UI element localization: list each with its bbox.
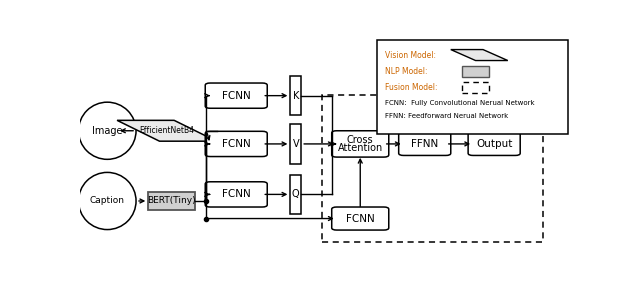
Text: V: V <box>292 139 299 149</box>
Polygon shape <box>451 50 508 60</box>
Text: FFNN: FFNN <box>411 139 438 149</box>
Text: Vision Model:: Vision Model: <box>385 50 436 60</box>
Text: FCNN:  Fully Convolutional Nerual Network: FCNN: Fully Convolutional Nerual Network <box>385 100 534 106</box>
Text: BERT(Tiny): BERT(Tiny) <box>147 196 196 205</box>
Text: NLP Model:: NLP Model: <box>385 67 428 76</box>
Polygon shape <box>117 120 216 141</box>
FancyBboxPatch shape <box>462 82 489 93</box>
Text: Fusion Model:: Fusion Model: <box>385 84 438 92</box>
Text: EfficientNetB4: EfficientNetB4 <box>140 126 195 135</box>
Text: Caption: Caption <box>90 196 125 205</box>
FancyBboxPatch shape <box>399 133 451 155</box>
Text: Q: Q <box>292 190 300 199</box>
FancyBboxPatch shape <box>291 76 301 115</box>
FancyBboxPatch shape <box>468 133 520 155</box>
Text: FCNN: FCNN <box>222 91 251 101</box>
Text: Output: Output <box>476 139 513 149</box>
Text: FCNN: FCNN <box>222 190 251 199</box>
Text: FCNN: FCNN <box>222 139 251 149</box>
Text: Attention: Attention <box>338 143 383 153</box>
FancyBboxPatch shape <box>205 83 268 108</box>
Text: Cross: Cross <box>347 135 374 145</box>
FancyBboxPatch shape <box>148 192 195 210</box>
FancyBboxPatch shape <box>332 131 388 157</box>
Text: K: K <box>292 91 299 101</box>
FancyBboxPatch shape <box>205 182 268 207</box>
Text: Image: Image <box>92 126 122 136</box>
FancyBboxPatch shape <box>205 131 268 156</box>
Text: FCNN: FCNN <box>346 213 374 223</box>
FancyBboxPatch shape <box>462 66 489 77</box>
Text: FFNN: Feedforward Nerual Network: FFNN: Feedforward Nerual Network <box>385 113 508 119</box>
FancyBboxPatch shape <box>291 175 301 214</box>
FancyBboxPatch shape <box>291 124 301 164</box>
FancyBboxPatch shape <box>332 207 388 230</box>
FancyBboxPatch shape <box>376 40 568 134</box>
